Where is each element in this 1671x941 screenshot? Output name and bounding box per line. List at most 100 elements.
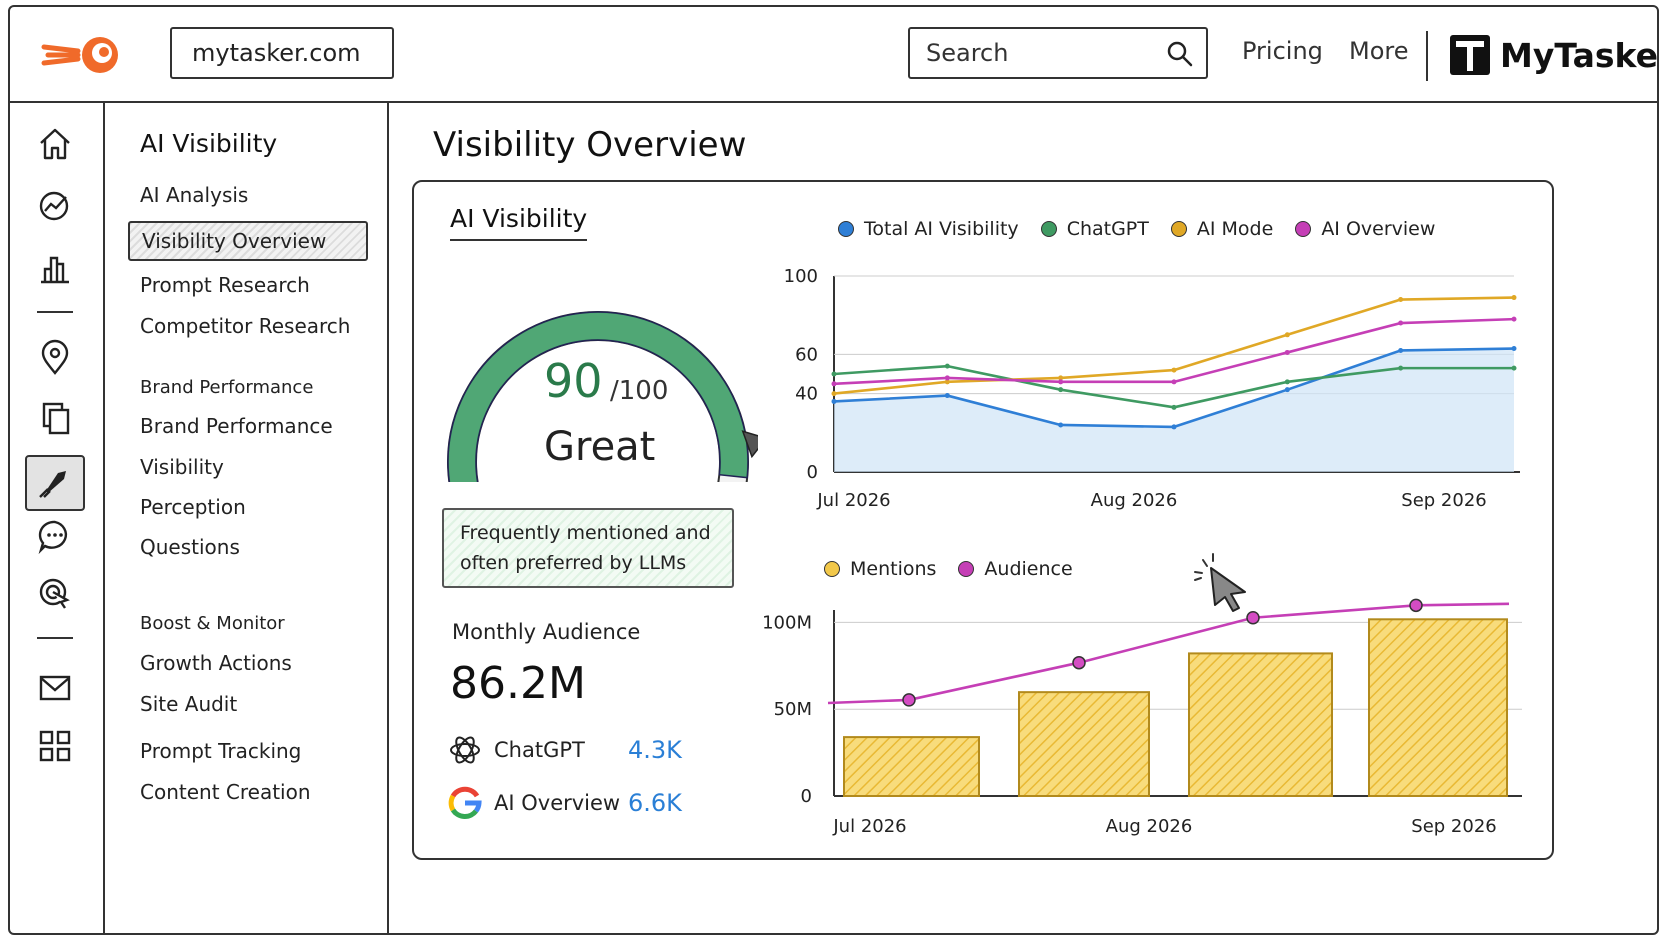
data-point xyxy=(1171,367,1177,373)
legend-item[interactable]: Total AI Visibility xyxy=(838,218,1019,240)
menu-item-visibility[interactable]: Visibility xyxy=(140,455,224,479)
data-point xyxy=(1398,347,1404,353)
legend-label: AI Mode xyxy=(1196,218,1274,240)
grid-apps-icon[interactable] xyxy=(36,727,74,765)
source-name: ChatGPT xyxy=(494,738,585,762)
note-line-2: often preferred by LLMs xyxy=(460,552,687,574)
data-point xyxy=(1171,404,1177,410)
data-point xyxy=(1058,387,1064,393)
source-row-chatgpt[interactable]: ChatGPT 4.3K xyxy=(446,730,682,770)
legend-label: Mentions xyxy=(850,558,937,580)
source-name: AI Overview xyxy=(494,791,621,815)
nav-pricing-link[interactable]: Pricing xyxy=(1242,37,1323,65)
gauge-fill xyxy=(447,311,749,482)
brand-logo[interactable]: MyTasker xyxy=(1448,33,1659,77)
x-tick-label: Jul 2026 xyxy=(816,490,890,511)
legend-label: Total AI Visibility xyxy=(864,218,1019,240)
gauge-marker xyxy=(741,430,758,459)
url-field[interactable]: mytasker.com xyxy=(170,27,394,79)
y-tick-label: 0 xyxy=(801,786,812,807)
top-bar: mytasker.com Search Pricing More MyTaske… xyxy=(10,7,1657,103)
data-point xyxy=(944,363,950,369)
legend-item[interactable]: AI Overview xyxy=(1295,218,1435,240)
audience-point xyxy=(1409,598,1423,613)
location-pin-icon[interactable] xyxy=(36,339,74,377)
analytics-icon[interactable] xyxy=(36,187,74,225)
nav-divider xyxy=(1426,31,1428,81)
legend-swatch xyxy=(958,561,975,577)
brand-name: MyTasker xyxy=(1500,35,1659,75)
mouse-cursor-icon xyxy=(1194,553,1246,612)
x-tick-label: Aug 2026 xyxy=(1091,490,1178,511)
legend-swatch xyxy=(1295,221,1312,237)
home-icon[interactable] xyxy=(36,125,74,163)
search-icon[interactable] xyxy=(1166,40,1194,68)
cursor-target-icon[interactable] xyxy=(36,575,74,613)
menu-item-site-audit[interactable]: Site Audit xyxy=(140,692,238,716)
menu-item-visibility-overview[interactable]: Visibility Overview xyxy=(128,221,368,261)
menu-item-content-creation[interactable]: Content Creation xyxy=(140,780,311,804)
menu-item-growth-actions[interactable]: Growth Actions xyxy=(140,651,292,675)
menu-item-brand-performance[interactable]: Brand Performance xyxy=(140,414,333,438)
google-logo-icon xyxy=(448,786,482,820)
rocket-icon[interactable] xyxy=(36,463,74,501)
note-line-1: Frequently mentioned and xyxy=(460,522,711,544)
legend-item[interactable]: Mentions xyxy=(824,558,936,580)
data-point xyxy=(1058,375,1064,381)
y-tick-label: 60 xyxy=(795,344,818,365)
data-point xyxy=(1511,295,1517,301)
y-tick-label: 50M xyxy=(774,699,812,720)
side-menu: AI Visibility AI Analysis Visibility Ove… xyxy=(107,103,389,933)
audience-bar-chart: 100M 50M 0 Jul 2026 Aug 2026 Sep 2026 xyxy=(762,598,1522,837)
menu-item-questions[interactable]: Questions xyxy=(140,535,240,559)
bar-mentions xyxy=(1188,652,1333,798)
copy-pages-icon[interactable] xyxy=(36,399,74,437)
data-point xyxy=(944,375,950,381)
data-point xyxy=(1284,332,1290,338)
bar-mentions xyxy=(1018,691,1150,797)
line-chart-legend: Total AI Visibility ChatGPT AI Mode AI O… xyxy=(838,218,1435,240)
data-point xyxy=(1171,424,1177,430)
brand-mark-icon xyxy=(1450,35,1490,75)
data-point xyxy=(1398,297,1404,303)
x-tick-label: Sep 2026 xyxy=(1411,816,1496,837)
mail-icon[interactable] xyxy=(36,669,74,707)
page-title: Visibility Overview xyxy=(433,125,747,165)
menu-item-prompt-tracking[interactable]: Prompt Tracking xyxy=(140,739,302,763)
legend-item[interactable]: AI Mode xyxy=(1170,218,1274,240)
legend-item[interactable]: Audience xyxy=(958,558,1073,580)
menu-item-prompt-research[interactable]: Prompt Research xyxy=(140,273,310,297)
audience-point xyxy=(1072,655,1086,670)
legend-swatch xyxy=(1170,221,1187,237)
menu-item-ai-analysis[interactable]: AI Analysis xyxy=(140,183,249,207)
data-point xyxy=(831,398,837,404)
menu-item-competitor-research[interactable]: Competitor Research xyxy=(140,314,351,338)
chatgpt-logo-icon xyxy=(450,736,480,764)
data-point xyxy=(1171,379,1177,385)
data-point xyxy=(831,391,837,397)
menu-item-perception[interactable]: Perception xyxy=(140,495,246,519)
chat-bubble-icon[interactable] xyxy=(36,517,74,555)
score-rating: Great xyxy=(544,424,656,470)
nav-more-link[interactable]: More xyxy=(1349,37,1409,65)
data-point xyxy=(831,381,837,387)
legend-item[interactable]: ChatGPT xyxy=(1040,218,1149,240)
data-point xyxy=(831,371,837,377)
bar-chart-icon[interactable] xyxy=(36,249,74,287)
data-point xyxy=(1511,365,1517,371)
rail-separator xyxy=(37,637,73,639)
menu-section-boost: Boost & Monitor xyxy=(140,613,285,634)
audience-point xyxy=(1246,611,1260,625)
x-tick-label: Sep 2026 xyxy=(1401,490,1486,511)
data-point xyxy=(1284,349,1290,355)
data-point xyxy=(1058,379,1064,385)
rocket-logo-icon[interactable] xyxy=(40,33,130,77)
y-tick-label: 100 xyxy=(784,266,818,287)
source-row-ai-overview[interactable]: AI Overview 6.6K xyxy=(446,783,682,823)
search-input[interactable]: Search xyxy=(908,27,1208,79)
data-point xyxy=(1511,346,1517,352)
data-point xyxy=(1398,365,1404,371)
app-window: mytasker.com Search Pricing More MyTaske… xyxy=(8,5,1659,935)
visibility-note: Frequently mentioned and often preferred… xyxy=(442,508,734,588)
score-max: /100 xyxy=(610,376,669,406)
